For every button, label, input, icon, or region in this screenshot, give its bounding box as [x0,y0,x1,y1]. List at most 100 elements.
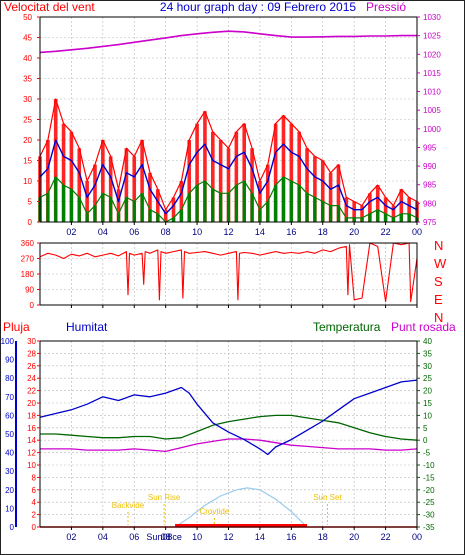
humidity-line [39,379,418,456]
humidity-axis-tick-label: 100 [1,337,15,346]
temperature-axis-tick-label: -20 [423,486,435,495]
rain-axis-tick-label: 26 [27,362,36,371]
temperature-line [40,414,418,441]
wind-axis-tick-label: 35 [23,75,32,84]
compass-label: N [434,310,443,325]
wind-axis-tick-label: 30 [23,95,32,104]
wind-panel-time-label: 16 [286,227,296,237]
humidity-axis-tick-label: 40 [5,449,14,458]
sunrise-label: Sun Rise [148,493,181,502]
rain-axis-tick-label: 0 [32,523,37,532]
wind-panel-time-label: 02 [66,227,76,237]
pressure-axis-tick-label: 980 [423,199,437,208]
wind-panel-time-label: 04 [98,227,108,237]
rain-axis-tick-label: 4 [32,498,37,507]
wind-panel-time-label: 12 [223,227,233,237]
wind-title: Velocitat del vent [4,0,95,14]
temperature-axis-tick-label: -15 [423,473,435,482]
wind-axis-tick-label: 40 [23,54,32,63]
temperature-axis-tick-label: 40 [423,337,432,346]
humidity-label: Humitat [66,320,108,334]
rain-axis-tick-label: 30 [27,337,36,346]
humidity-axis-tick-label: 10 [5,504,14,513]
humidity-panel-time-label: 20 [349,532,359,542]
direction-axis-tick-label: 0 [30,301,35,310]
rain-axis-tick-label: 12 [27,449,36,458]
humidity-axis-tick-label: 70 [5,393,14,402]
direction-axis-tick-label: 180 [21,270,35,279]
temperature-axis-tick-label: 20 [423,387,432,396]
wind-axis-tick-label: 20 [23,136,32,145]
temperature-axis-tick-label: -5 [423,449,431,458]
rain-axis-tick-label: 24 [27,374,36,383]
rain-axis-tick-label: 2 [32,511,37,520]
pressure-line [39,30,417,54]
humidity-panel-time-label: 14 [255,532,265,542]
rain-axis-tick-label: 8 [32,473,37,482]
rain-axis-tick-label: 16 [27,424,36,433]
wind-axis-tick-label: 5 [28,198,33,207]
humidity-axis-tick-label: 50 [5,430,14,439]
temperature-axis-tick-label: 0 [423,436,428,445]
humidity-axis-tick-label: 20 [5,486,14,495]
twilight-start-label: Backvide [112,501,145,510]
rain-axis-tick-label: 18 [27,411,36,420]
compass-label: E [434,292,443,307]
rain-axis-tick-label: 20 [27,399,36,408]
humidity-panel-time-label: 08 [161,532,171,542]
direction-line [39,242,418,303]
pressure-axis-tick-label: 1025 [423,32,441,41]
wind-axis-tick-label: 50 [23,13,32,22]
sunset-label: Sun Set [313,493,342,502]
pressure-axis-tick-label: 1005 [423,106,441,115]
temperature-axis-tick-label: 30 [423,362,432,371]
compass-label: W [434,256,447,271]
temperature-label: Temperatura [313,320,381,334]
humidity-axis-tick-label: 90 [5,356,14,365]
temperature-axis-tick-label: -30 [423,511,435,520]
pressure-axis-tick-label: 1020 [423,50,441,59]
pressure-axis-tick-label: 1015 [423,69,441,78]
humidity-panel-time-label: 16 [286,532,296,542]
humidity-axis-tick-label: 30 [5,467,14,476]
pressure-axis-tick-label: 975 [423,218,437,227]
pressure-axis-tick-label: 995 [423,143,437,152]
temperature-axis-tick-label: 5 [423,424,428,433]
wind-low-line [39,176,418,223]
wind-avg-line [39,139,418,215]
pressure-axis-tick-label: 1010 [423,88,441,97]
temperature-axis-tick-label: -35 [423,523,435,532]
temperature-axis-tick-label: -25 [423,498,435,507]
humidity-panel-time-label: 22 [381,532,391,542]
wind-panel-time-label: 22 [381,227,391,237]
rain-axis-tick-label: 10 [27,461,36,470]
dewpoint-label: Punt rosada [391,320,456,334]
direction-axis-tick-label: 90 [25,286,34,295]
temperature-axis-tick-label: -10 [423,461,435,470]
humidity-panel-time-label: 02 [66,532,76,542]
wind-panel-time-label: 10 [192,227,202,237]
direction-axis-tick-label: 270 [21,255,35,264]
temperature-axis-tick-label: 25 [423,374,432,383]
temperature-axis-tick-label: 10 [423,411,432,420]
wind-axis-tick-label: 0 [28,218,33,227]
humidity-panel-time-label: 12 [223,532,233,542]
compass-label: S [434,274,443,289]
temperature-axis-tick-label: 15 [423,399,432,408]
humidity-panel-time-label: 04 [98,532,108,542]
rain-label: Pluja [3,320,30,334]
sun-time-label: Sun08ce [146,532,182,542]
pressure-axis-tick-label: 1000 [423,125,441,134]
wind-axis-tick-label: 25 [23,116,32,125]
sun-arc [174,487,308,528]
pressure-axis-tick-label: 990 [423,162,437,171]
humidity-panel-time-label: 10 [192,532,202,542]
wind-axis-tick-label: 15 [23,157,32,166]
rain-axis-tick-label: 22 [27,387,36,396]
wind-panel-time-label: 18 [318,227,328,237]
wind-panel-time-label: 14 [255,227,265,237]
rain-axis-tick-label: 28 [27,349,36,358]
humidity-panel-time-label: 18 [318,532,328,542]
